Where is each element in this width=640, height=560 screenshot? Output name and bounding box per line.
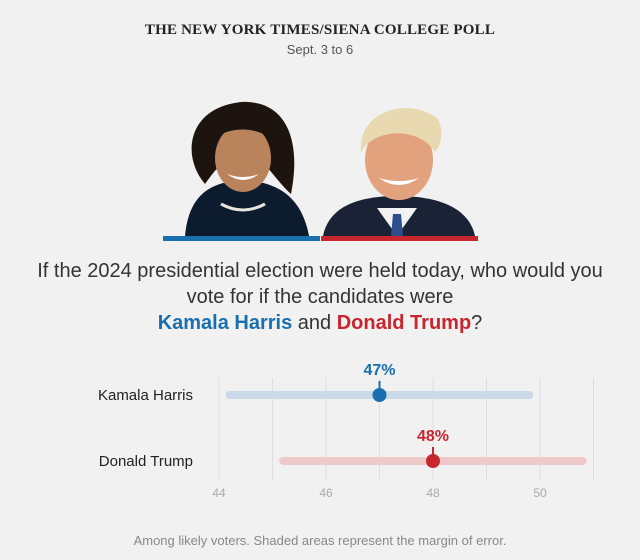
x-tick-label: 48 xyxy=(426,486,440,500)
x-tick-label: 50 xyxy=(533,486,547,500)
row-label: Donald Trump xyxy=(99,453,193,470)
question-mark: ? xyxy=(471,312,483,334)
data-label: 48% xyxy=(417,428,449,445)
data-label: 47% xyxy=(363,362,395,379)
candidate-trump-name: Donald Trump xyxy=(336,312,472,334)
poll-question: If the 2024 presidential election were h… xyxy=(30,258,610,336)
candidate-photos xyxy=(163,96,478,241)
row-label: Kamala Harris xyxy=(98,387,193,404)
harris-portrait-icon xyxy=(163,101,320,241)
question-text: If the 2024 presidential election were h… xyxy=(37,260,603,308)
candidate-harris-name: Kamala Harris xyxy=(157,312,293,334)
estimate-point xyxy=(372,388,387,402)
x-tick-label: 44 xyxy=(212,486,226,500)
poll-header: THE NEW YORK TIMES/SIENA COLLEGE POLL Se… xyxy=(0,22,640,57)
question-conjunction: and xyxy=(297,312,332,334)
poll-dates: Sept. 3 to 6 xyxy=(286,42,354,57)
footnote: Among likely voters. Shaded areas repres… xyxy=(133,533,507,548)
x-tick-label: 46 xyxy=(319,486,333,500)
poll-title: THE NEW YORK TIMES/SIENA COLLEGE POLL xyxy=(144,22,496,38)
poll-chart: 44 46 48 50 Kamala Harris 47% Donald Trump 48% xyxy=(98,362,594,500)
estimate-point xyxy=(426,454,440,468)
trump-portrait-icon xyxy=(321,108,478,241)
